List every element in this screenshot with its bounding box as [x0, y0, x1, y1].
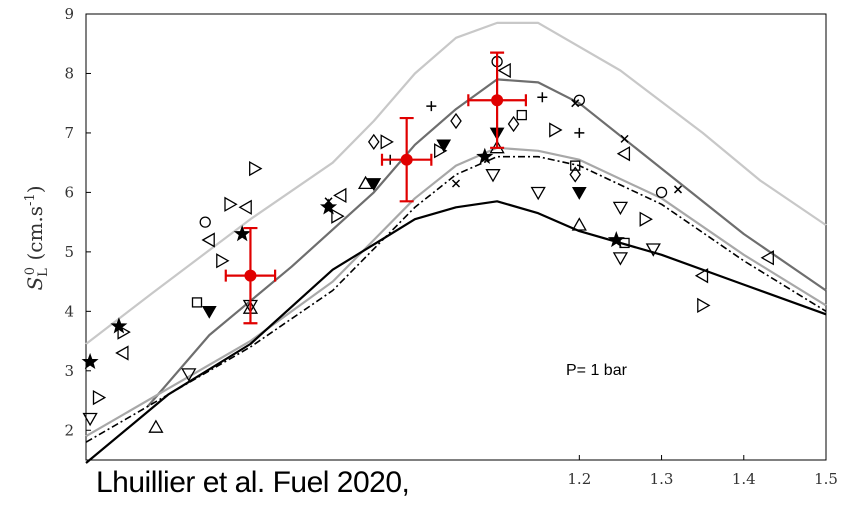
marker-circle [199, 216, 211, 228]
marker-square [191, 297, 203, 308]
y-tick-labels: 2 3 4 5 6 7 8 9 [64, 5, 74, 439]
marker-plus [537, 92, 548, 103]
highlight-point [491, 94, 504, 107]
marker-tri-left [760, 250, 774, 266]
marker-tri-right [331, 208, 345, 224]
marker-filled-star [233, 225, 251, 242]
marker-plus [426, 101, 437, 112]
marker-diamond [569, 166, 582, 183]
marker-tri-right [549, 122, 563, 138]
marker-tri-left [115, 345, 129, 361]
marker-cross [324, 197, 333, 206]
y-axis-label: SL0 (cm.s-1) [23, 185, 51, 290]
marker-filled-star [319, 198, 338, 215]
marker-cross [620, 134, 629, 143]
marker-tri-up [357, 175, 374, 190]
marker-diamond [367, 133, 380, 150]
y-tick-label: 3 [64, 362, 74, 380]
marker-tri-down [530, 186, 546, 201]
curve-mid-gray [85, 146, 827, 438]
curve-light-gray [85, 21, 827, 345]
marker-tri-right [92, 389, 107, 406]
marker-circle [655, 186, 668, 199]
marker-tri-right [224, 196, 238, 212]
marker-filled-tri-down [366, 178, 382, 192]
y-tick-label: 4 [64, 302, 74, 320]
marker-tri-right [697, 297, 711, 314]
marker-cross [451, 179, 461, 188]
experimental-markers [81, 55, 774, 433]
pressure-annotation: P= 1 bar [566, 362, 628, 379]
marker-tri-left [333, 187, 347, 204]
y-tick-label: 5 [64, 243, 74, 261]
marker-tri-right [639, 211, 653, 227]
y-axis-ticks [86, 13, 91, 431]
marker-tri-right [117, 324, 131, 340]
highlight-point [400, 153, 413, 166]
marker-filled-tri-down [571, 187, 587, 200]
curve-black [85, 200, 827, 464]
marker-square [570, 160, 581, 171]
marker-square [516, 109, 527, 121]
marker-cross [571, 99, 580, 108]
marker-tri-left [497, 62, 511, 79]
marker-tri-down [645, 243, 661, 257]
y-tick-label: 2 [64, 421, 74, 439]
x-tick-labels: 1.2 1.3 1.4 1.5 [567, 470, 838, 488]
marker-tri-down [82, 412, 98, 427]
curve-dark-gray [146, 78, 827, 408]
marker-filled-tri-down [436, 139, 452, 153]
marker-square [619, 237, 630, 249]
marker-tri-down [181, 368, 197, 382]
marker-tri-up [148, 419, 164, 433]
highlight-points [224, 51, 527, 325]
marker-filled-tri-down [201, 306, 217, 319]
marker-tri-left [694, 268, 709, 284]
marker-filled-star [81, 352, 99, 370]
model-curves [85, 21, 827, 464]
marker-filled-star [607, 231, 625, 248]
marker-cross [673, 185, 683, 194]
x-tick-label: 1.4 [732, 470, 756, 488]
x-tick-label: 1.2 [567, 470, 591, 488]
marker-circle [573, 94, 585, 106]
marker-tri-right [434, 143, 448, 159]
marker-tri-down [612, 252, 629, 266]
marker-tri-left [616, 146, 631, 162]
marker-tri-left [238, 199, 252, 215]
citation: Lhuillier et al. Fuel 2020, [96, 466, 410, 499]
curve-dash-dot [85, 155, 827, 443]
y-tick-label: 7 [64, 124, 74, 142]
y-tick-label: 6 [64, 183, 74, 201]
marker-tri-right [216, 253, 230, 269]
y-tick-label: 8 [64, 64, 74, 82]
plot-frame [85, 13, 827, 461]
marker-tri-down [485, 169, 501, 183]
marker-diamond [450, 112, 462, 130]
x-tick-label: 1.3 [650, 470, 674, 488]
marker-tri-right [380, 134, 394, 150]
marker-plus [574, 127, 585, 138]
marker-tri-left [201, 232, 215, 248]
marker-tri-right [249, 160, 263, 177]
x-axis-ticks [578, 455, 827, 460]
marker-filled-star [476, 147, 494, 165]
marker-tri-down [612, 201, 629, 216]
highlight-point [244, 269, 257, 282]
marker-tri-up [571, 217, 587, 231]
y-tick-label: 9 [64, 5, 74, 23]
x-tick-label: 1.5 [814, 470, 838, 488]
marker-diamond [507, 115, 520, 133]
